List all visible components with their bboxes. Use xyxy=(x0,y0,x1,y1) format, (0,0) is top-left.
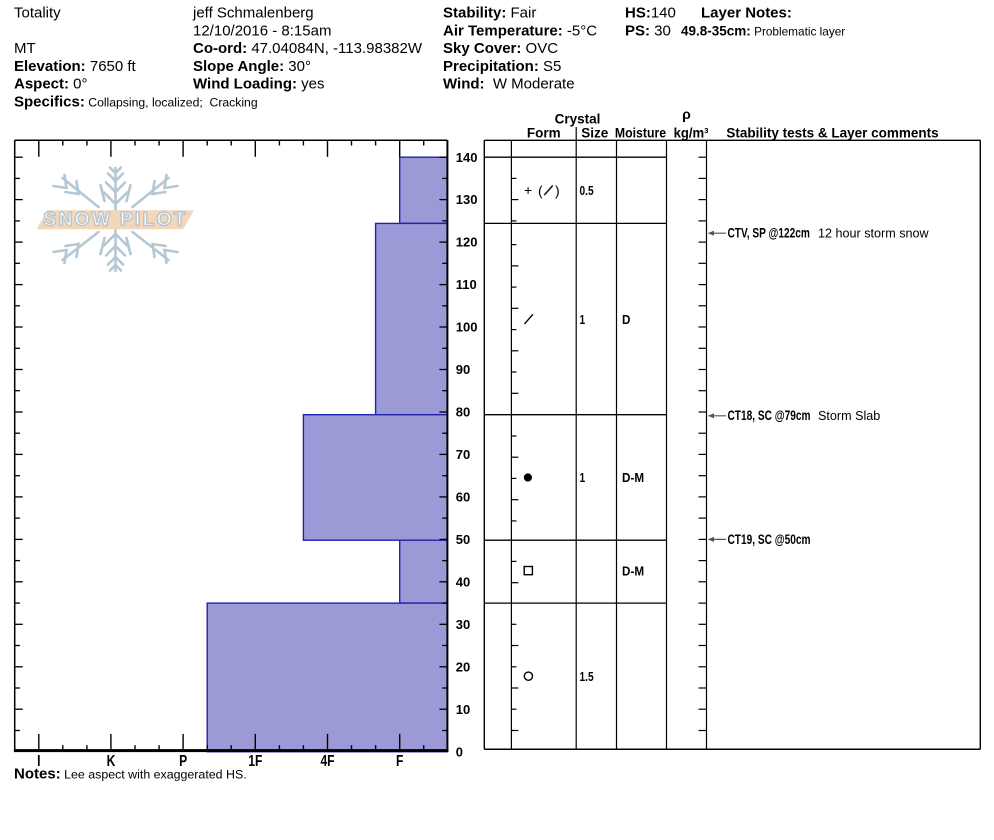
svg-text:120: 120 xyxy=(456,235,478,250)
svg-text:Precipitation: S5: Precipitation: S5 xyxy=(443,58,561,75)
svg-text:F: F xyxy=(396,752,403,770)
svg-text:12/10/2016 - 8:15am: 12/10/2016 - 8:15am xyxy=(193,22,331,39)
svg-text:1: 1 xyxy=(580,313,586,327)
svg-text:Wind: W Moderate: Wind: W Moderate xyxy=(443,76,575,93)
svg-text:kg/m³: kg/m³ xyxy=(674,125,709,140)
svg-text:100: 100 xyxy=(456,320,478,335)
svg-text:Notes: Lee aspect with exagger: Notes: Lee aspect with exaggerated HS. xyxy=(14,766,247,783)
svg-text:CT19, SC @50cm: CT19, SC @50cm xyxy=(728,531,811,547)
svg-text:HS:140: HS:140 xyxy=(625,5,676,22)
svg-text:): ) xyxy=(555,183,560,199)
svg-text:SNOW PILOT: SNOW PILOT xyxy=(43,209,188,231)
svg-text:Elevation: 7650 ft: Elevation: 7650 ft xyxy=(14,58,137,75)
svg-text:0.5: 0.5 xyxy=(580,184,595,198)
svg-text:K: K xyxy=(107,752,116,770)
svg-text:70: 70 xyxy=(456,447,470,462)
svg-text:90: 90 xyxy=(456,362,470,377)
svg-text:Air Temperature: -5°C: Air Temperature: -5°C xyxy=(443,22,597,39)
svg-text:50: 50 xyxy=(456,532,470,547)
svg-text:1: 1 xyxy=(580,471,586,485)
svg-text:jeff Schmalenberg: jeff Schmalenberg xyxy=(192,5,314,22)
svg-text:SNOW PILOT: SNOW PILOT xyxy=(43,209,188,231)
svg-text:Form: Form xyxy=(527,126,561,141)
svg-text:Stability: Fair: Stability: Fair xyxy=(443,5,536,22)
svg-text:10: 10 xyxy=(456,702,470,717)
svg-text:Co-ord: 47.04084N, -113.98382W: Co-ord: 47.04084N, -113.98382W xyxy=(193,40,423,57)
svg-text:1F: 1F xyxy=(248,752,262,770)
svg-text:80: 80 xyxy=(456,405,470,420)
svg-text:PS: 30: PS: 30 xyxy=(625,22,671,39)
svg-text:D-M: D-M xyxy=(622,471,644,486)
svg-text:Slope Angle: 30°: Slope Angle: 30° xyxy=(193,58,311,75)
svg-text:CT18, SC @79cm: CT18, SC @79cm xyxy=(728,408,811,424)
svg-text:+: + xyxy=(524,182,532,198)
svg-text:130: 130 xyxy=(456,192,478,207)
svg-text:(: ( xyxy=(538,183,543,199)
svg-text:40: 40 xyxy=(456,574,470,589)
svg-text:Specifics: Collapsing, localiz: Specifics: Collapsing, localized; Cracki… xyxy=(14,94,258,111)
svg-text:12 hour storm snow: 12 hour storm snow xyxy=(818,227,930,241)
svg-text:P: P xyxy=(179,752,187,770)
svg-text:110: 110 xyxy=(456,277,477,292)
svg-text:D-M: D-M xyxy=(622,564,644,579)
svg-text:Storm Slab: Storm Slab xyxy=(818,409,880,423)
svg-text:D: D xyxy=(622,312,631,327)
svg-text:I: I xyxy=(37,752,40,770)
svg-text:140: 140 xyxy=(456,150,478,165)
svg-text:Size: Size xyxy=(581,126,609,141)
svg-text:49.8-35cm: Problematic layer: 49.8-35cm: Problematic layer xyxy=(681,23,845,38)
svg-text:30: 30 xyxy=(456,617,470,632)
svg-text:Wind Loading: yes: Wind Loading: yes xyxy=(193,76,325,93)
svg-text:0: 0 xyxy=(456,744,463,759)
svg-text:Totality: Totality xyxy=(14,5,61,22)
svg-text:1.5: 1.5 xyxy=(580,670,595,684)
svg-text:Crystal: Crystal xyxy=(555,112,601,127)
svg-text:Sky Cover: OVC: Sky Cover: OVC xyxy=(443,40,558,57)
svg-text:Aspect: 0°: Aspect: 0° xyxy=(14,76,88,93)
svg-text:MT: MT xyxy=(14,40,36,57)
svg-text:60: 60 xyxy=(456,490,470,505)
svg-text:CTV, SP @122cm: CTV, SP @122cm xyxy=(728,225,810,241)
svg-text:ρ: ρ xyxy=(682,106,691,122)
svg-text:Layer Notes:: Layer Notes: xyxy=(701,5,792,22)
svg-text:4F: 4F xyxy=(320,752,334,770)
svg-text:20: 20 xyxy=(456,659,470,674)
svg-text:Stability tests & Layer commen: Stability tests & Layer comments xyxy=(726,126,938,141)
svg-text:Moisture: Moisture xyxy=(615,125,666,141)
